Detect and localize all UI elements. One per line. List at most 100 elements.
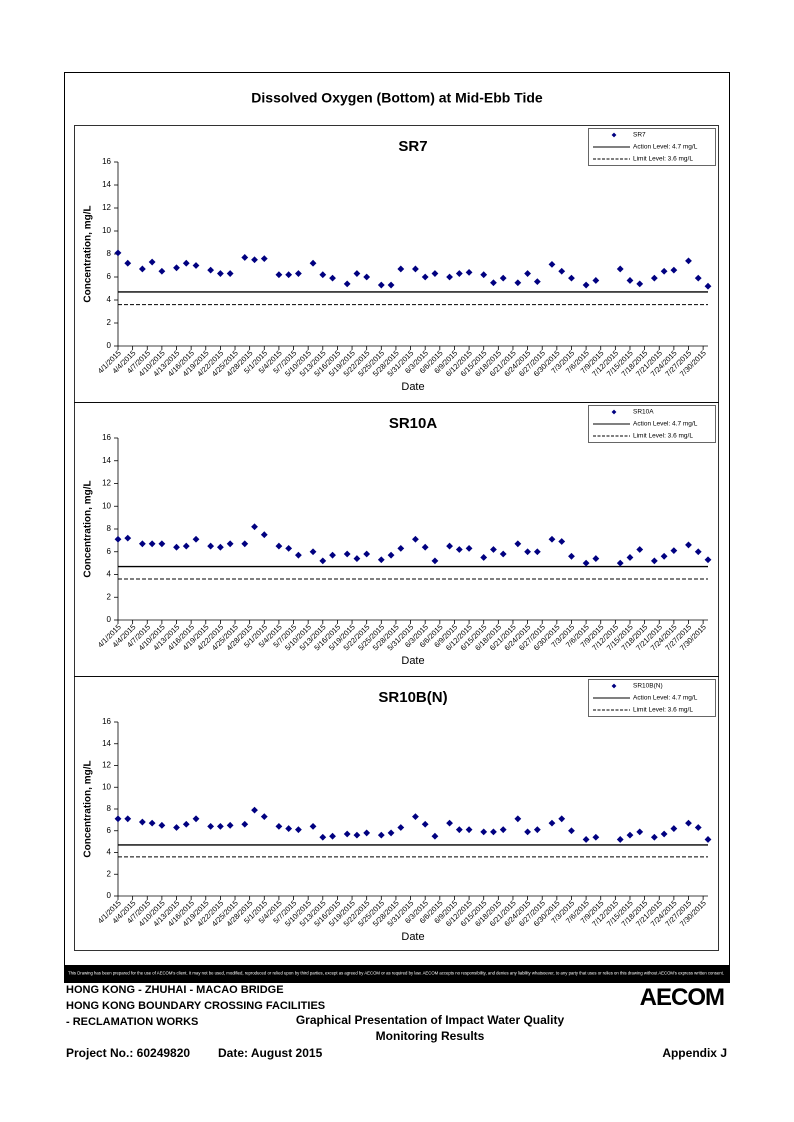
data-point (465, 269, 473, 276)
data-point (412, 813, 419, 821)
data-point (685, 819, 692, 827)
data-point (524, 270, 531, 277)
data-point (124, 534, 132, 542)
y-tick-label: 16 (102, 433, 111, 442)
y-axis-label: Concentration, mg/L (83, 760, 94, 857)
y-tick-label: 14 (102, 180, 111, 189)
data-point (548, 260, 556, 268)
y-tick-label: 2 (107, 318, 112, 327)
data-point (260, 813, 268, 821)
data-point (694, 274, 702, 282)
drawing-title: Monitoring Results (375, 1029, 485, 1043)
data-point (363, 550, 371, 558)
legend-label: SR10B(N) (633, 683, 663, 690)
y-tick-label: 4 (107, 848, 112, 857)
data-point (241, 820, 249, 828)
data-point (329, 274, 336, 282)
data-point (616, 265, 624, 273)
data-point (514, 279, 522, 287)
data-point (377, 281, 385, 289)
data-point (514, 540, 522, 548)
data-point (226, 540, 234, 548)
data-point (192, 262, 200, 269)
date: Date: August 2015 (218, 1046, 323, 1060)
data-point (329, 832, 336, 840)
data-point (446, 819, 453, 827)
x-axis-label: Date (401, 381, 424, 393)
data-point (138, 540, 146, 548)
data-point (616, 836, 624, 843)
data-point (158, 540, 166, 548)
data-point (397, 265, 405, 273)
data-point (455, 826, 463, 834)
data-point (670, 825, 678, 832)
data-point (241, 254, 249, 261)
y-tick-label: 16 (102, 717, 111, 726)
data-point (421, 273, 429, 281)
data-point (173, 264, 180, 272)
y-tick-label: 8 (107, 249, 112, 258)
data-point (124, 259, 132, 267)
data-point (685, 257, 692, 265)
data-point (660, 552, 668, 560)
data-point (260, 531, 268, 539)
legend-marker (611, 132, 617, 138)
data-point (548, 819, 556, 827)
data-point (114, 815, 122, 823)
y-tick-label: 12 (102, 203, 111, 212)
chart-title: SR10B(N) (378, 689, 447, 706)
y-tick-label: 12 (102, 479, 111, 488)
y-tick-label: 0 (107, 615, 112, 624)
x-axis-label: Date (401, 655, 424, 667)
data-point (694, 548, 702, 556)
data-point (431, 270, 439, 277)
data-point (207, 266, 215, 274)
data-point (431, 557, 439, 565)
data-point (499, 550, 507, 558)
data-point (626, 277, 634, 284)
project-line: HONG KONG BOUNDARY CROSSING FACILITIES (66, 1000, 326, 1012)
data-point (636, 828, 644, 836)
data-point (192, 815, 200, 823)
disclaimer-band (65, 965, 729, 982)
project-line: - RECLAMATION WORKS (66, 1016, 199, 1028)
legend-label: Limit Level: 3.6 mg/L (633, 707, 693, 714)
data-point (660, 830, 668, 838)
legend-label: SR7 (633, 132, 646, 139)
data-point (285, 544, 293, 552)
data-point (216, 543, 224, 551)
y-tick-label: 10 (102, 501, 111, 510)
data-point (694, 824, 702, 831)
data-point (558, 267, 566, 275)
data-point (397, 824, 405, 831)
data-point (499, 274, 507, 282)
data-point (173, 824, 180, 831)
data-point (138, 265, 146, 273)
data-point (260, 255, 268, 262)
data-point (524, 828, 531, 836)
data-point (636, 546, 644, 553)
appendix: Appendix J (662, 1046, 727, 1060)
data-point (704, 556, 712, 564)
data-point (533, 278, 541, 285)
data-point (216, 823, 224, 830)
data-point (285, 271, 293, 279)
data-point (377, 556, 385, 564)
data-point (363, 273, 371, 281)
data-point (353, 270, 361, 277)
data-point (377, 831, 385, 839)
data-point (182, 542, 190, 550)
data-point (704, 836, 712, 843)
y-tick-label: 2 (107, 869, 112, 878)
data-point (524, 548, 531, 556)
data-point (241, 540, 249, 548)
data-point (660, 267, 668, 275)
y-tick-label: 0 (107, 891, 112, 900)
data-point (480, 828, 488, 836)
data-point (558, 538, 566, 545)
data-point (592, 555, 600, 562)
data-point (182, 259, 190, 267)
data-point (616, 559, 624, 567)
data-point (343, 280, 351, 288)
data-point (158, 267, 166, 275)
